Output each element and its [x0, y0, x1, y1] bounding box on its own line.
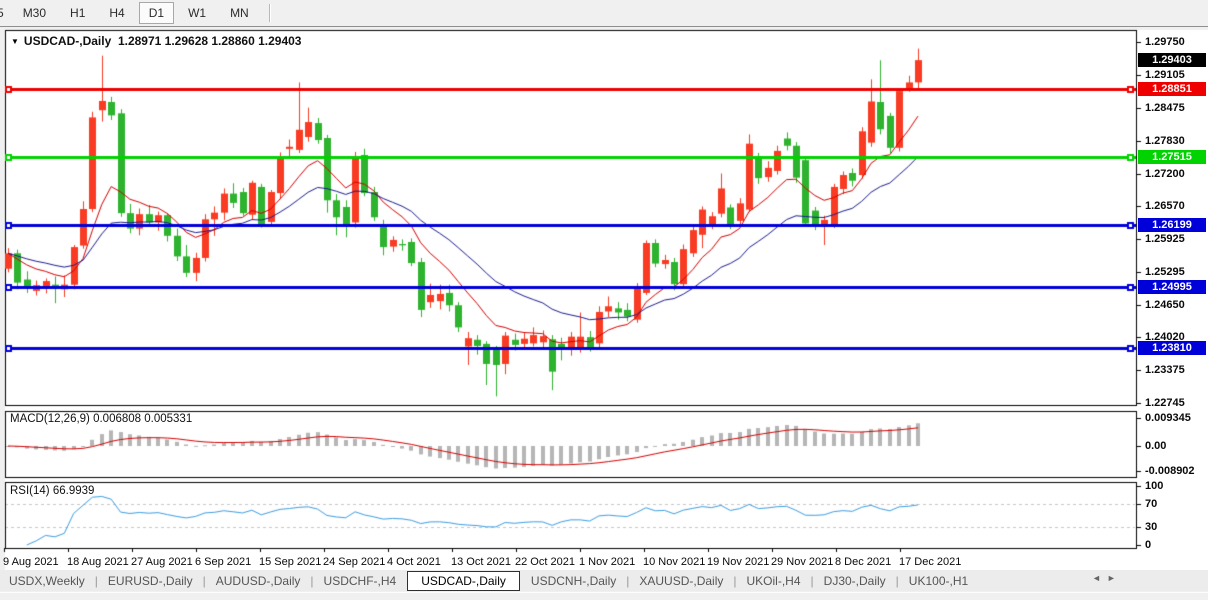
tab-separator: | [202, 573, 206, 588]
tab-scroll-left-icon[interactable]: ◄ [1092, 573, 1107, 583]
tab-scroll-arrows: ◄► [1092, 573, 1122, 583]
tab-usdx-weekly[interactable]: USDX,Weekly [9, 573, 85, 588]
tab-usdcad-daily[interactable]: USDCAD-,Daily [407, 570, 520, 591]
toolbar-separator [268, 4, 271, 22]
timeframe-button-w1[interactable]: W1 [188, 6, 207, 20]
tab-usdcnh-daily[interactable]: USDCNH-,Daily [530, 573, 617, 588]
tab-separator: | [810, 573, 814, 588]
tab-uk100-h1[interactable]: UK100-,H1 [908, 573, 969, 588]
timeframe-button-h1[interactable]: H1 [70, 6, 86, 20]
tab-separator: | [310, 573, 314, 588]
tab-ukoil-h4[interactable]: UKOil-,H4 [746, 573, 801, 588]
timeframe-button-5[interactable]: 5 [0, 6, 4, 20]
status-bar [0, 592, 1208, 600]
timeframe-button-d1[interactable]: D1 [138, 2, 175, 24]
tab-eurusd-daily[interactable]: EURUSD-,Daily [107, 573, 193, 588]
tab-audusd-daily[interactable]: AUDUSD-,Daily [215, 573, 301, 588]
tab-scroll-right-icon[interactable]: ► [1106, 573, 1122, 583]
timeframe-button-mn[interactable]: MN [230, 6, 249, 20]
timeframe-button-m30[interactable]: M30 [22, 6, 47, 20]
tab-xauusd-daily[interactable]: XAUUSD-,Daily [639, 573, 724, 588]
tab-usdchf-h4[interactable]: USDCHF-,H4 [323, 573, 397, 588]
timeframe-button-h4[interactable]: H4 [109, 6, 125, 20]
symbol-tabbar: USDX,Weekly | EURUSD-,Daily | AUDUSD-,Daily |… [0, 570, 1208, 591]
price-chart-canvas[interactable] [0, 28, 1208, 570]
tab-separator: | [626, 573, 630, 588]
tab-separator: | [895, 573, 899, 588]
tab-separator: | [733, 573, 737, 588]
tab-separator: | [94, 573, 98, 588]
tab-dj30-daily[interactable]: DJ30-,Daily [823, 573, 886, 588]
timeframe-toolbar: 5 M30 H1 H4 D1 W1 MN [0, 0, 1208, 27]
